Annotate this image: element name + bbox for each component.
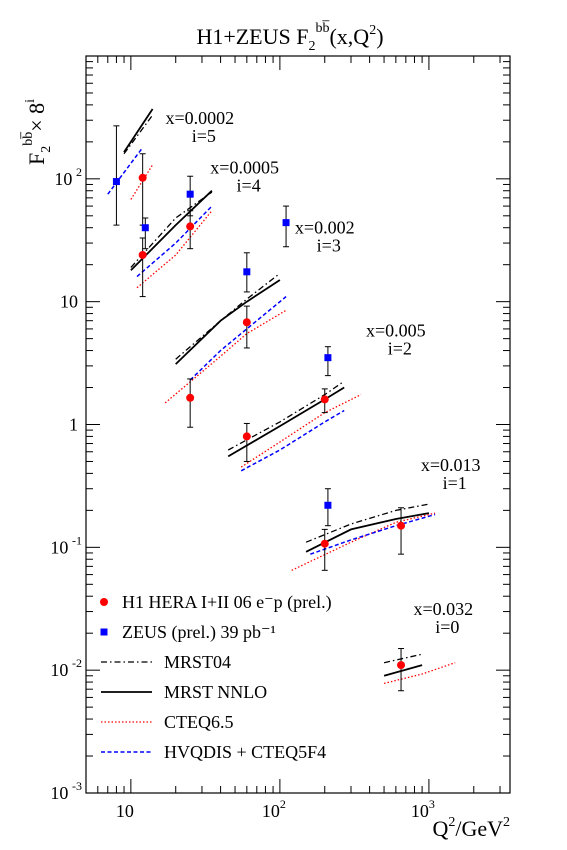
h1-data-point [397, 661, 406, 670]
zeus-data-point [282, 219, 290, 227]
h1-data-point [320, 539, 329, 548]
y-tick-label: 1 [69, 415, 78, 435]
x-tick-label: 10 [116, 801, 134, 821]
x-axis-label: Q2/GeV2 [432, 815, 510, 841]
legend: H1 HERA I+II 06 e⁻p (prel.) ZEUS (prel.) … [100, 592, 332, 762]
curve-solid [305, 512, 430, 553]
legend-label: CTEQ6.5 [164, 712, 234, 732]
bin-x-label: x=0.0002 [165, 108, 234, 128]
curve-solid [383, 664, 423, 677]
bin-i-label: i=4 [237, 175, 261, 195]
curve-dotted [240, 394, 362, 468]
curve-solid [123, 108, 154, 153]
legend-label: MRST NNLO [164, 682, 267, 702]
legend-label: H1 HERA I+II 06 e⁻p (prel.) [122, 592, 332, 613]
bin-i-label: i=0 [435, 617, 459, 637]
curve-dashed [107, 147, 144, 195]
h1-data-point [242, 318, 251, 327]
legend-label: MRST04 [164, 652, 231, 672]
curve-dotted [136, 210, 213, 289]
h1-data-point [320, 395, 329, 404]
legend-marker-square [100, 628, 108, 636]
chart-title: H1+ZEUS F2bb̅(x,Q2) [196, 20, 383, 54]
y-tick-label: 10 -3 [50, 779, 82, 803]
zeus-data-point [324, 354, 332, 362]
bin-x-label: x=0.0005 [210, 157, 279, 177]
h1-data-point [138, 173, 147, 182]
bin-i-label: i=1 [443, 473, 467, 493]
y-tick-label: 10 [60, 292, 78, 312]
h1-data-point [138, 250, 147, 259]
zeus-data-point [243, 268, 251, 276]
curve-dotted [130, 164, 154, 200]
legend-label: HVQDIS + CTEQ5F4 [164, 742, 326, 762]
curve-dashed [189, 296, 287, 381]
bin-x-label: x=0.032 [414, 599, 474, 619]
y-tick-label: 10 -2 [50, 656, 82, 680]
zeus-data-point [186, 190, 194, 198]
legend-marker-circle [100, 598, 108, 606]
y-axis-label: F2bb̅× 8i [20, 99, 54, 165]
bin-i-label: i=3 [317, 235, 341, 255]
bin-i-label: i=5 [192, 126, 216, 146]
curve-solid [227, 386, 345, 458]
bin-x-label: x=0.013 [421, 455, 481, 475]
curve-dashdot [130, 191, 213, 268]
zeus-data-point [141, 224, 149, 232]
plot-frame [85, 55, 511, 794]
x-tick-label: 103 [411, 797, 435, 821]
h1-data-point [242, 432, 251, 441]
legend-label: ZEUS (prel.) 39 pb⁻¹ [122, 622, 276, 643]
curve-dashed [240, 409, 345, 472]
curve-dotted [383, 662, 456, 685]
curve-dashed [136, 205, 213, 278]
curve-dashdot [123, 114, 154, 155]
curve-dotted [164, 309, 287, 404]
curve-dashdot [305, 503, 430, 543]
curve-solid [175, 279, 281, 365]
curve-dashdot [175, 272, 281, 360]
curve-dotted [291, 512, 436, 571]
curve-dashdot [227, 380, 345, 451]
curve-dashed [310, 513, 436, 555]
zeus-data-point [324, 501, 332, 509]
x-tick-label: 102 [262, 797, 286, 821]
y-tick-label: 10 -1 [50, 533, 82, 557]
bin-x-label: x=0.005 [366, 321, 426, 341]
curve-dashdot [383, 653, 423, 664]
zeus-data-point [112, 178, 120, 186]
bin-i-label: i=2 [388, 339, 412, 359]
y-tick-label: 10 2 [54, 165, 82, 189]
bin-x-label: x=0.002 [295, 217, 355, 237]
h1-data-point [186, 393, 195, 402]
h1-data-point [186, 222, 195, 231]
h1-data-point [397, 521, 406, 530]
